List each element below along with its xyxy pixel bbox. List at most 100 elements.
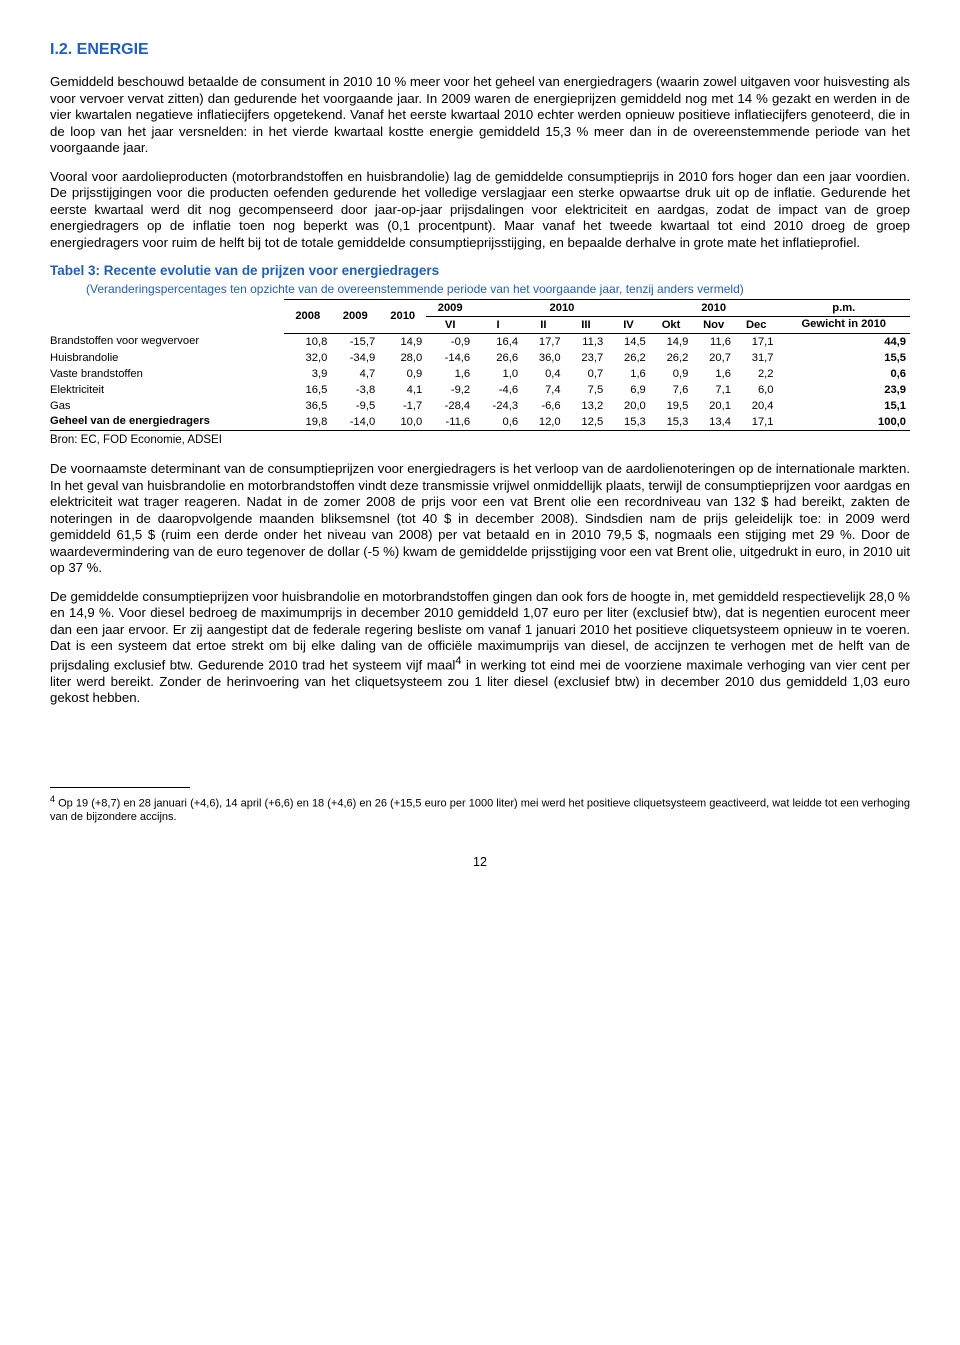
cell: 10,8 [284, 333, 331, 350]
cell: 15,3 [650, 414, 693, 431]
cell: 2,2 [735, 366, 778, 382]
cell: 100,0 [778, 414, 910, 431]
cell: -6,6 [522, 398, 565, 414]
cell: 1,6 [426, 366, 474, 382]
cell: 6,0 [735, 382, 778, 398]
cell: 44,9 [778, 333, 910, 350]
col-nov: Nov [692, 316, 735, 333]
cell: 14,9 [650, 333, 693, 350]
col-iv: IV [607, 316, 650, 333]
cell: 31,7 [735, 350, 778, 366]
cell: -4,6 [474, 382, 522, 398]
footnote: 4 Op 19 (+8,7) en 28 januari (+4,6), 14 … [50, 794, 910, 825]
table-title: Tabel 3: Recente evolutie van de prijzen… [50, 263, 910, 280]
cell: 36,0 [522, 350, 565, 366]
paragraph-1: Gemiddeld beschouwd betaalde de consumen… [50, 74, 910, 157]
col-2008: 2008 [284, 299, 331, 333]
cell: 1,0 [474, 366, 522, 382]
cell: 17,7 [522, 333, 565, 350]
cell: 1,6 [692, 366, 735, 382]
col-okt: Okt [650, 316, 693, 333]
cell: 4,1 [379, 382, 426, 398]
col-span-2010a: 2010 [474, 299, 650, 316]
cell: 17,1 [735, 333, 778, 350]
cell: 20,0 [607, 398, 650, 414]
cell: 20,7 [692, 350, 735, 366]
cell: 23,7 [565, 350, 608, 366]
row-label: Brandstoffen voor wegvervoer [50, 333, 284, 350]
cell: 17,1 [735, 414, 778, 431]
col-vi: VI [426, 316, 474, 333]
cell: -14,0 [331, 414, 379, 431]
cell: 10,0 [379, 414, 426, 431]
cell: 0,6 [474, 414, 522, 431]
cell: 32,0 [284, 350, 331, 366]
cell: -3,8 [331, 382, 379, 398]
cell: -34,9 [331, 350, 379, 366]
cell: -1,7 [379, 398, 426, 414]
cell: 11,3 [565, 333, 608, 350]
row-label: Huisbrandolie [50, 350, 284, 366]
cell: 28,0 [379, 350, 426, 366]
col-2009: 2009 [331, 299, 379, 333]
table-row: Brandstoffen voor wegvervoer10,8-15,714,… [50, 333, 910, 350]
cell: 0,7 [565, 366, 608, 382]
cell: 13,4 [692, 414, 735, 431]
table-source: Bron: EC, FOD Economie, ADSEI [50, 433, 910, 447]
cell: 15,5 [778, 350, 910, 366]
cell: 12,0 [522, 414, 565, 431]
col-pm: p.m. [778, 299, 910, 316]
cell: 13,2 [565, 398, 608, 414]
col-dec: Dec [735, 316, 778, 333]
section-heading: I.2. ENERGIE [50, 40, 910, 60]
cell: 36,5 [284, 398, 331, 414]
cell: -0,9 [426, 333, 474, 350]
cell: 26,2 [607, 350, 650, 366]
footnote-separator [50, 787, 190, 788]
cell: -9,5 [331, 398, 379, 414]
table-row: Vaste brandstoffen3,94,70,91,61,00,40,71… [50, 366, 910, 382]
cell: 0,6 [778, 366, 910, 382]
cell: 7,5 [565, 382, 608, 398]
cell: 15,1 [778, 398, 910, 414]
cell: 14,5 [607, 333, 650, 350]
paragraph-3: De voornaamste determinant van de consum… [50, 461, 910, 577]
cell: 19,5 [650, 398, 693, 414]
cell: 12,5 [565, 414, 608, 431]
cell: 6,9 [607, 382, 650, 398]
cell: -24,3 [474, 398, 522, 414]
table-row: Geheel van de energiedragers19,8-14,010,… [50, 414, 910, 431]
cell: 3,9 [284, 366, 331, 382]
page-number: 12 [50, 855, 910, 871]
row-label: Elektriciteit [50, 382, 284, 398]
cell: -15,7 [331, 333, 379, 350]
cell: 0,9 [650, 366, 693, 382]
cell: 1,6 [607, 366, 650, 382]
cell: 26,6 [474, 350, 522, 366]
paragraph-4: De gemiddelde consumptieprijzen voor hui… [50, 589, 910, 707]
energy-price-table: 2008 2009 2010 2009 2010 2010 p.m. VI I … [50, 299, 910, 431]
cell: 0,4 [522, 366, 565, 382]
cell: -11,6 [426, 414, 474, 431]
table-header-row-1: 2008 2009 2010 2009 2010 2010 p.m. [50, 299, 910, 316]
cell: 7,4 [522, 382, 565, 398]
row-label: Geheel van de energiedragers [50, 414, 284, 431]
cell: -9,2 [426, 382, 474, 398]
col-i: I [474, 316, 522, 333]
table-subtitle: (Veranderingspercentages ten opzichte va… [86, 282, 910, 297]
col-iii: III [565, 316, 608, 333]
cell: 14,9 [379, 333, 426, 350]
cell: 26,2 [650, 350, 693, 366]
cell: 23,9 [778, 382, 910, 398]
cell: -28,4 [426, 398, 474, 414]
row-label: Vaste brandstoffen [50, 366, 284, 382]
cell: 20,4 [735, 398, 778, 414]
cell: -14,6 [426, 350, 474, 366]
cell: 15,3 [607, 414, 650, 431]
row-label: Gas [50, 398, 284, 414]
col-span-2010b: 2010 [650, 299, 778, 316]
cell: 11,6 [692, 333, 735, 350]
cell: 19,8 [284, 414, 331, 431]
table-row: Elektriciteit16,5-3,84,1-9,2-4,67,47,56,… [50, 382, 910, 398]
cell: 16,5 [284, 382, 331, 398]
